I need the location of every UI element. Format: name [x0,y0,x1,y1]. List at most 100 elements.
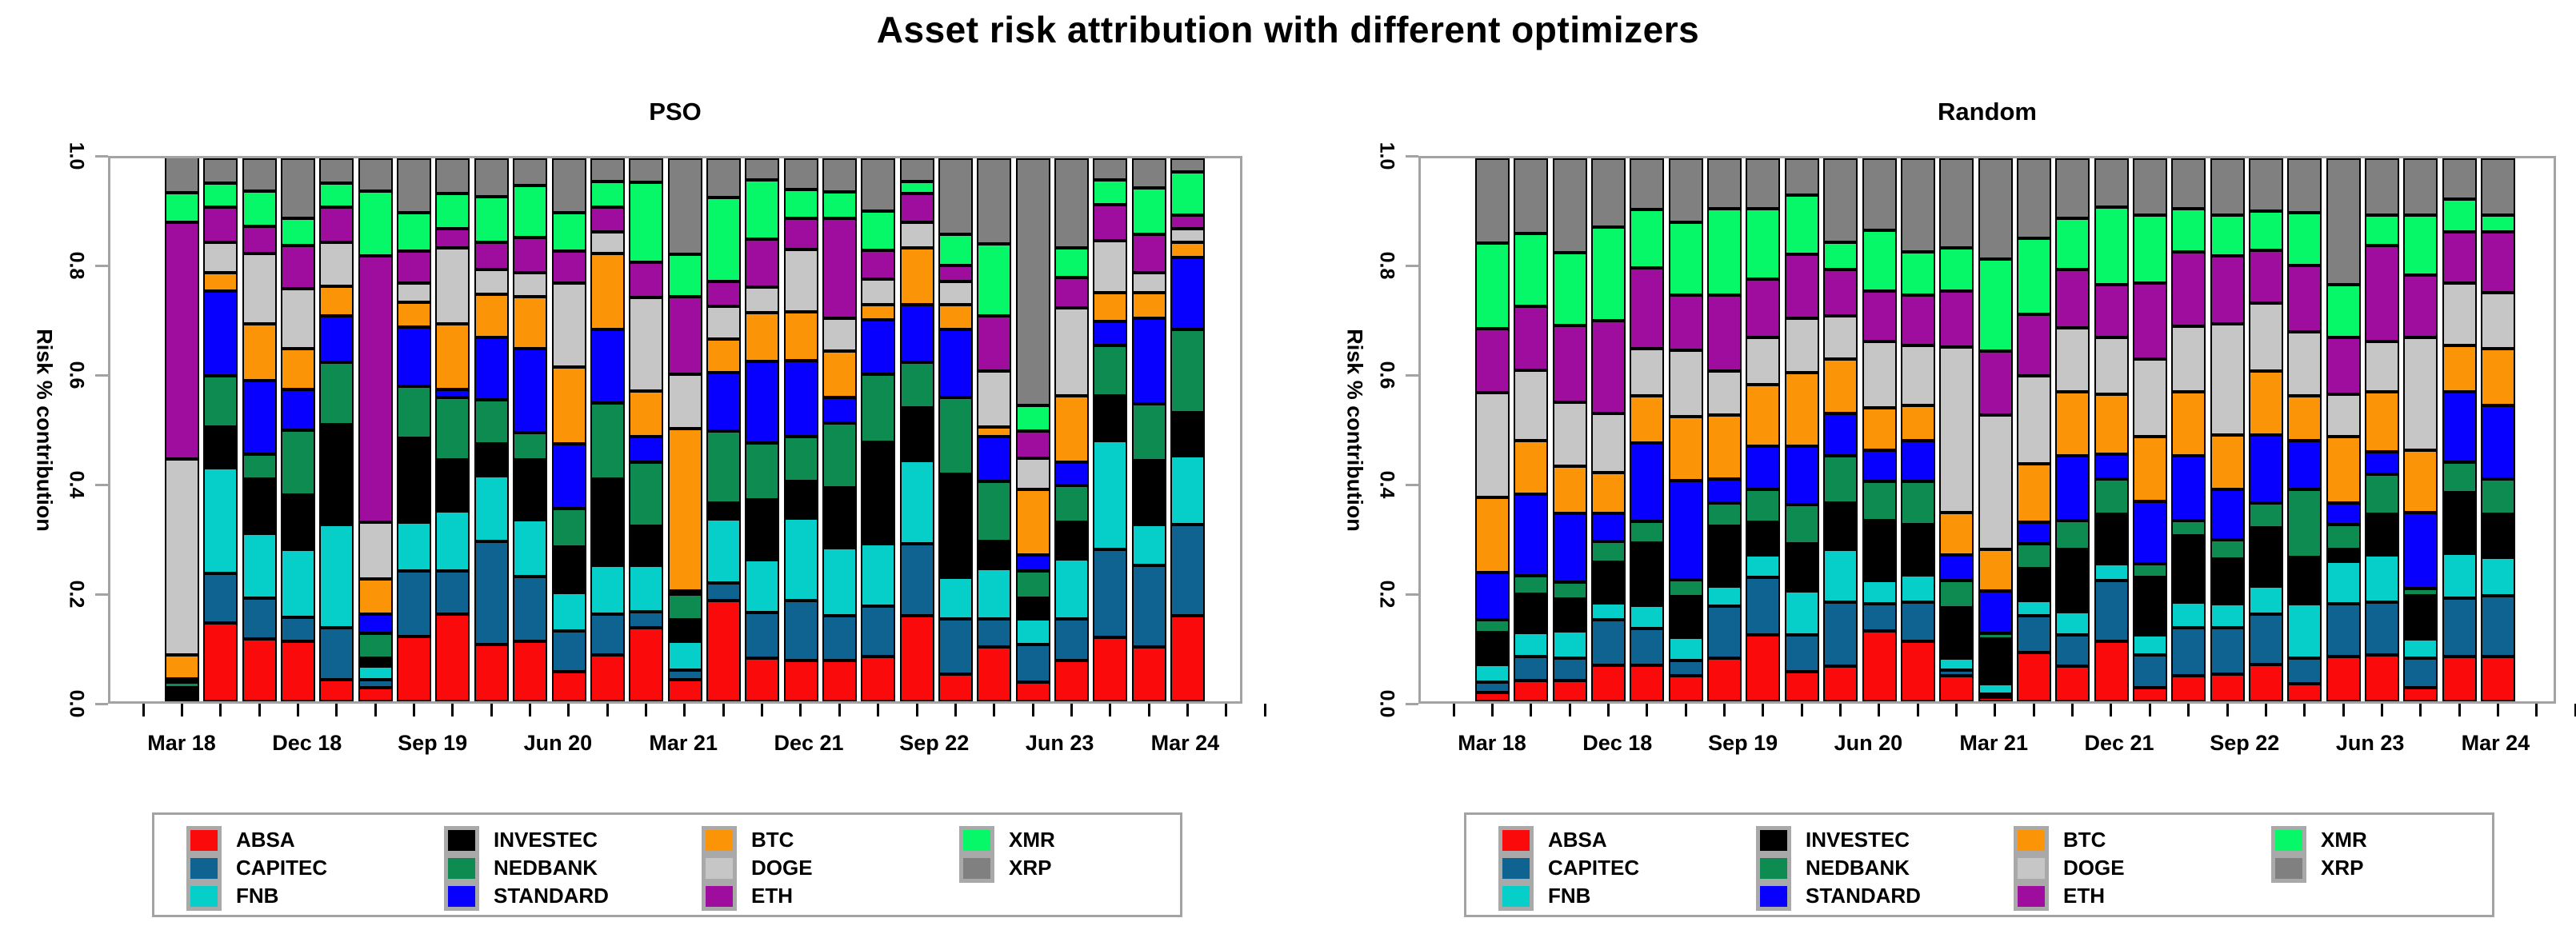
bar-segment-doge [1552,401,1587,467]
bar-segment-nedbank [745,442,780,501]
bar-segment-xrp [397,158,432,213]
bar-segment-nedbank [2326,524,2361,549]
bar-segment-fnb [2481,557,2516,597]
y-axis-tick-label: 1.0 [1375,142,1398,170]
bar-segment-capitec [667,670,702,680]
bar-segment-investec [2365,514,2400,556]
eth-swatch [2014,882,2049,911]
bar-segment-standard [2249,434,2283,503]
xrp-swatch [959,854,994,883]
bar-segment-absa [551,671,586,701]
bar-segment-xmr [358,190,393,257]
bar-segment-capitec [861,605,896,657]
bar-segment-eth [1939,290,1974,348]
x-axis-tick-label: Sep 22 [899,731,970,755]
bar-segment-xmr [706,197,741,281]
bar-segment-xmr [1475,243,1510,329]
stacked-bar [513,158,548,701]
bar-segment-doge [1630,348,1665,396]
bar-segment-absa [745,657,780,701]
bar-segment-nedbank [1668,579,1703,597]
bar-segment-btc [938,304,973,329]
stacked-bar [551,158,586,701]
bar-segment-standard [590,329,625,403]
bar-segment-xrp [783,158,818,190]
stacked-bar [1015,158,1050,701]
bar-segment-xrp [1939,158,1974,249]
bar-segment-xmr [629,182,664,262]
bar-segment-xmr [861,210,896,250]
bar-segment-capitec [1015,645,1050,682]
bar-segment-xmr [2016,237,2051,314]
bar-segment-xmr [2249,210,2283,250]
bar-segment-standard [861,319,896,375]
bar-segment-xmr [551,213,586,251]
bar-segment-standard [2132,501,2167,564]
bar-segment-btc [319,285,354,316]
bar-segment-eth [242,226,277,253]
bar-segment-investec [938,473,973,577]
legend-label: BTC [2063,828,2106,852]
bar-segment-eth [1978,351,2013,416]
stacked-bar [706,158,741,701]
bar-segment-xrp [667,158,702,254]
bar-segment-xrp [165,158,199,194]
bar-segment-fnb [1939,658,1974,671]
stacked-bar [1978,158,2013,701]
bar-segment-eth [1591,321,1626,413]
legend-label: ETH [751,884,793,908]
stacked-bar [899,158,934,701]
bar-segment-doge [2365,341,2400,392]
bar-segment-investec [513,459,548,520]
bar-segment-eth [2249,249,2283,303]
bar-segment-investec [590,478,625,566]
bar-segment-xmr [1862,230,1897,291]
bar-segment-eth [1170,214,1206,229]
bar-segment-absa [1784,672,1819,701]
bar-segment-doge [590,231,625,253]
bar-segment-absa [1900,641,1935,701]
bar-segment-absa [629,628,664,701]
bar-segment-nedbank [1862,481,1897,521]
bar-segment-eth [2210,255,2245,325]
stacked-bar [2055,158,2090,701]
bar-segment-doge [2055,327,2090,393]
absa-swatch [1498,826,1534,855]
stacked-bar [1862,158,1897,701]
legend-label: STANDARD [494,884,609,908]
bar-segment-nedbank [1054,485,1090,522]
bar-segment-xmr [1591,226,1626,321]
bar-segment-xrp [706,158,741,198]
bar-segment-absa [2055,665,2090,701]
bar-segment-nedbank [899,362,934,408]
bar-segment-investec [1823,502,1858,549]
main-title: Asset risk attribution with different op… [876,9,1700,50]
bar-segment-xrp [1978,158,2013,260]
bar-segment-fnb [745,560,780,613]
bar-segment-absa [1862,631,1897,701]
bar-segment-investec [281,495,316,549]
bar-segment-standard [2171,456,2206,521]
bar-segment-xmr [822,191,857,219]
x-axis-tick-label: Sep 19 [1708,731,1778,755]
bar-segment-absa [2094,641,2129,701]
bar-segment-fnb [474,476,509,541]
bar-segment-absa [977,647,1012,701]
bar-segment-capitec [474,541,509,645]
stacked-bar [2171,158,2206,701]
bar-segment-nedbank [1093,345,1128,396]
x-axis-tick [1031,704,1034,716]
stacked-bar [629,158,664,701]
bar-segment-investec [783,481,818,519]
bar-segment-standard [1939,555,1974,581]
x-axis-tick [1722,704,1726,716]
bar-segment-standard [242,381,277,455]
x-axis-tick-label: Sep 22 [2210,731,2280,755]
x-axis-tick [1568,704,1571,716]
y-axis-tick [1406,154,1418,158]
bar-segment-eth [1746,278,1781,338]
bar-segment-btc [2287,395,2322,441]
y-axis-tick [1406,702,1418,705]
bar-segment-standard [745,361,780,443]
bar-segment-eth [1552,325,1587,402]
